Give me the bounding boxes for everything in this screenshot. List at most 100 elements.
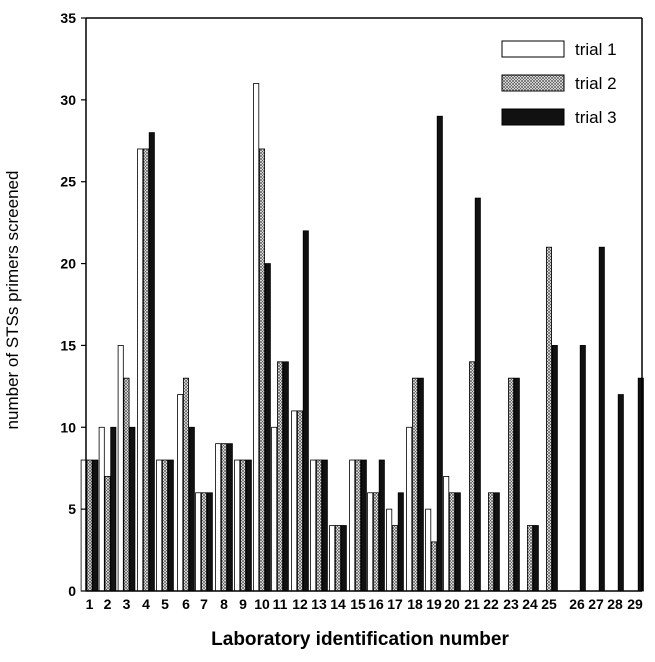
x-tick-label: 2 [104, 596, 112, 612]
bar-trial-2-lab-3 [123, 377, 130, 592]
bar-trial-3-lab-22 [493, 492, 500, 592]
x-tick-label: 16 [368, 596, 384, 612]
x-ticks-layer: 1 2 3 4 5 6 7 8 9 10 11 12 13 14 15 16 17 18 19 20 21 22 23 24 2… [86, 596, 643, 612]
bar-trial-3-lab-4 [148, 132, 155, 592]
y-tick-label: 5 [68, 501, 76, 517]
bar-trial-2-lab-14 [334, 525, 341, 592]
x-tick-label: 27 [588, 596, 604, 612]
bar-trial-2-lab-20 [448, 492, 455, 592]
bar-trial-2-lab-25 [546, 246, 553, 592]
bar-trial-3-lab-28 [617, 394, 624, 592]
bar-trial-2-lab-11 [276, 361, 283, 592]
bar-trial-3-lab-12 [302, 230, 309, 592]
x-tick-label: 23 [503, 596, 519, 612]
bar-trial-2-lab-12 [296, 410, 303, 592]
legend-label: trial 2 [575, 74, 617, 93]
x-tick-label: 21 [464, 596, 480, 612]
bar-trial-3-lab-17 [397, 492, 404, 592]
x-tick-label: 20 [444, 596, 460, 612]
bar-trial-3-lab-26 [579, 345, 586, 592]
bar-trial-3-lab-5 [167, 459, 174, 592]
bar-trial-1-lab-16 [367, 492, 374, 592]
bar-trial-1-lab-3 [117, 345, 124, 592]
bar-trial-1-lab-12 [291, 410, 298, 592]
x-axis-label: Laboratory identification number [211, 629, 509, 650]
bar-trial-2-lab-15 [354, 459, 361, 592]
x-tick-label: 18 [407, 596, 423, 612]
y-tick-label: 25 [60, 174, 76, 190]
bar-trial-3-lab-18 [417, 377, 424, 592]
x-tick-label: 15 [350, 596, 366, 612]
bar-trial-3-lab-16 [378, 459, 385, 592]
bar-trial-3-lab-27 [598, 246, 605, 592]
x-tick-label: 7 [200, 596, 208, 612]
bar-trial-1-lab-14 [329, 525, 336, 592]
bar-trial-3-lab-13 [321, 459, 328, 592]
bar-trial-2-lab-17 [391, 525, 398, 592]
x-tick-label: 22 [483, 596, 499, 612]
y-tick-label: 10 [60, 419, 76, 435]
bar-trial-2-lab-18 [411, 377, 418, 592]
bar-trial-2-lab-10 [258, 148, 265, 592]
y-tick-label: 15 [60, 337, 76, 353]
bar-trial-3-lab-7 [206, 492, 213, 592]
bar-trial-1-lab-4 [137, 148, 144, 592]
bar-trial-2-lab-8 [220, 443, 227, 592]
legend: trial 1 trial 2 trial 3 [501, 40, 617, 127]
bar-trial-2-lab-2 [104, 475, 111, 592]
bar-trial-3-lab-6 [188, 426, 195, 592]
bar-trial-3-lab-20 [454, 492, 461, 592]
x-tick-label: 12 [292, 596, 308, 612]
bar-trial-2-lab-7 [200, 492, 207, 592]
y-tick-label: 20 [60, 256, 76, 272]
x-tick-label: 9 [239, 596, 247, 612]
legend-swatch-trial-3 [501, 108, 565, 126]
y-tick-label: 30 [60, 92, 76, 108]
bar-trial-1-lab-13 [310, 459, 317, 592]
bar-trial-3-lab-2 [110, 426, 117, 592]
bar-trial-3-lab-9 [245, 459, 252, 592]
bars-layer [80, 83, 644, 592]
x-tick-label: 24 [522, 596, 538, 612]
bar-trial-2-lab-5 [161, 459, 168, 592]
x-tick-label: 29 [627, 596, 643, 612]
bar-trial-1-lab-9 [234, 459, 241, 592]
legend-swatch-trial-1 [501, 40, 565, 58]
bar-trial-2-lab-13 [315, 459, 322, 592]
bar-trial-3-lab-15 [360, 459, 367, 592]
bar-trial-2-lab-21 [468, 361, 475, 592]
x-tick-label: 5 [161, 596, 169, 612]
x-tick-label: 19 [426, 596, 442, 612]
bar-trial-2-lab-24 [527, 525, 534, 592]
legend-label: trial 3 [575, 108, 617, 127]
bar-trial-3-lab-1 [92, 459, 99, 592]
legend-label: trial 1 [575, 40, 617, 59]
bar-trial-2-lab-23 [507, 377, 514, 592]
bar-trial-1-lab-17 [386, 508, 393, 592]
bar-trial-1-lab-10 [253, 83, 260, 592]
x-tick-label: 28 [607, 596, 623, 612]
x-tick-label: 3 [123, 596, 131, 612]
x-tick-label: 13 [311, 596, 327, 612]
bar-trial-3-lab-8 [226, 443, 233, 592]
bar-trial-3-lab-23 [513, 377, 520, 592]
bar-trial-1-lab-15 [349, 459, 356, 592]
x-tick-label: 26 [569, 596, 585, 612]
x-tick-label: 17 [387, 596, 403, 612]
bar-trial-2-lab-19 [430, 541, 437, 592]
bar-trial-1-lab-7 [195, 492, 202, 592]
x-tick-label: 11 [273, 596, 288, 612]
bar-trial-3-lab-14 [340, 525, 347, 592]
bar-trial-2-lab-1 [86, 459, 93, 592]
x-tick-label: 1 [86, 596, 94, 612]
x-tick-label: 8 [220, 596, 228, 612]
bar-trial-2-lab-6 [182, 377, 189, 592]
bar-trial-3-lab-10 [264, 263, 271, 592]
bar-trial-2-lab-9 [239, 459, 246, 592]
bar-trial-1-lab-18 [406, 426, 413, 592]
y-ticks-layer: 0 5 10 15 20 25 30 35 [60, 10, 86, 599]
bar-trial-1-lab-20 [443, 475, 450, 592]
bar-trial-1-lab-11 [271, 426, 278, 592]
